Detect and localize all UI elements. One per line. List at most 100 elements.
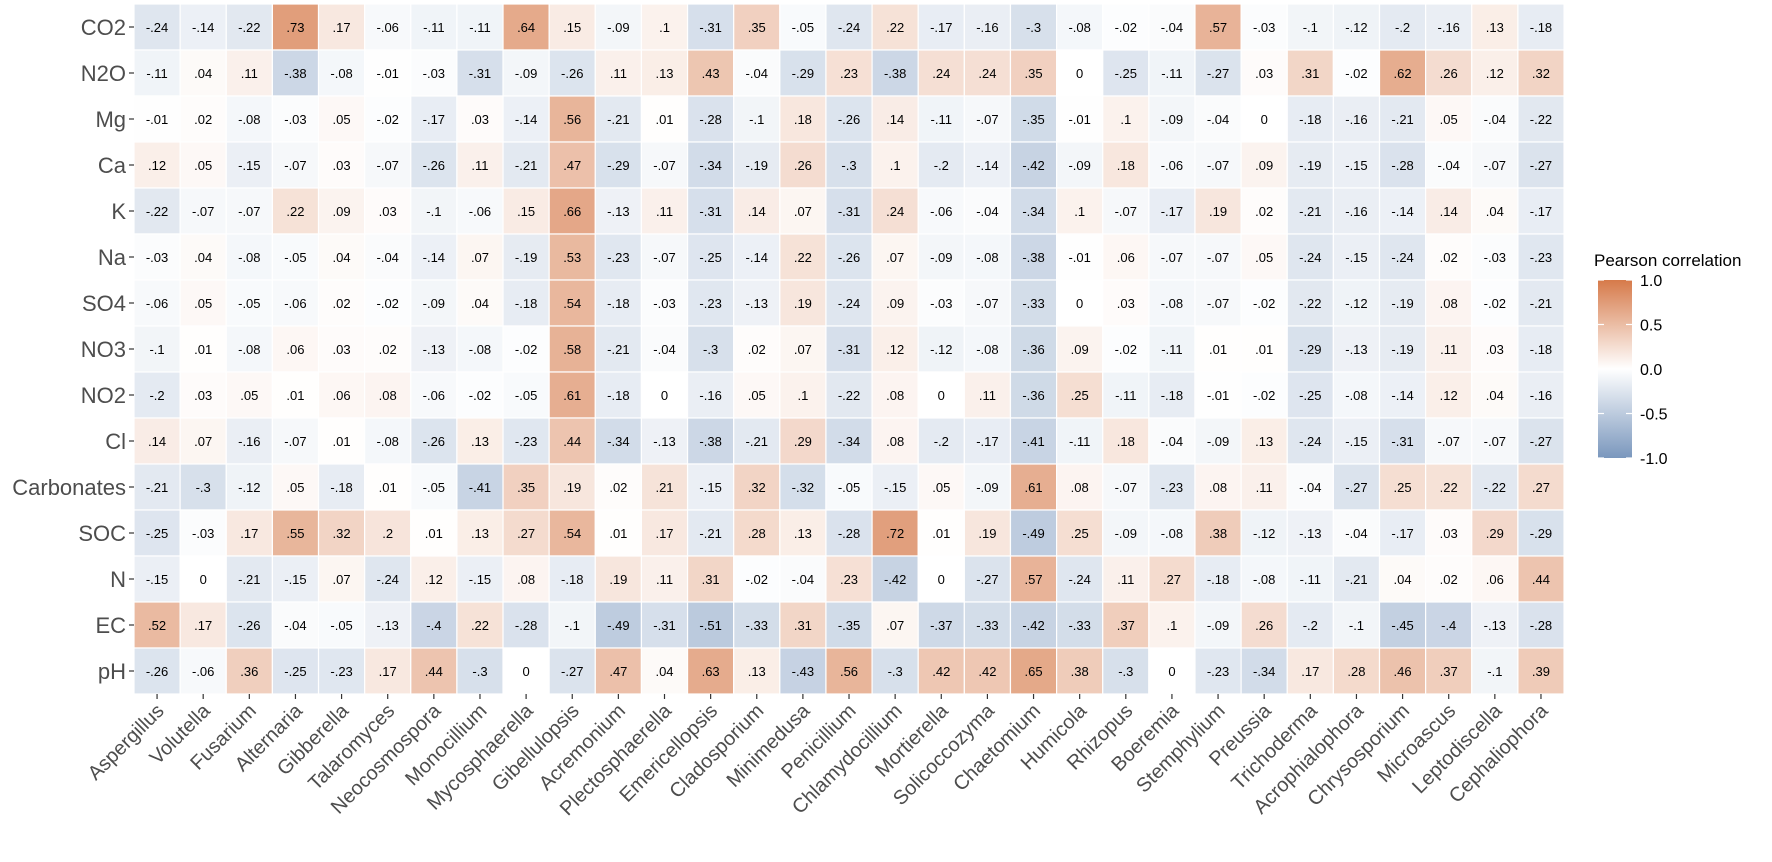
heatmap-cell bbox=[594, 279, 643, 327]
cell-value-label: -.33 bbox=[1022, 296, 1044, 311]
cell-value-label: -.16 bbox=[976, 20, 998, 35]
cell-value-label: -.07 bbox=[653, 250, 675, 265]
cell-value-label: -.17 bbox=[1530, 204, 1552, 219]
cell-value-label: .11 bbox=[979, 388, 996, 403]
cell-value-label: .44 bbox=[425, 664, 443, 679]
cell-value-label: -.19 bbox=[1391, 296, 1413, 311]
cell-value-label: .19 bbox=[609, 572, 627, 587]
cell-value-label: -.16 bbox=[1345, 112, 1367, 127]
heatmap-cell bbox=[1194, 463, 1242, 511]
heatmap-cell bbox=[733, 371, 781, 419]
cell-value-label: -.29 bbox=[1299, 342, 1321, 357]
cell-value-label: -.18 bbox=[1530, 342, 1552, 357]
heatmap-cell bbox=[410, 601, 458, 649]
cell-value-label: -.18 bbox=[1207, 572, 1229, 587]
cell-value-label: .01 bbox=[286, 388, 304, 403]
heatmap-cell bbox=[963, 325, 1012, 373]
row-label: Ca bbox=[98, 153, 127, 178]
heatmap-cell bbox=[179, 233, 227, 281]
cell-value-label: .07 bbox=[333, 572, 351, 587]
heatmap-cell bbox=[1332, 279, 1381, 327]
heatmap-cell bbox=[825, 463, 873, 511]
heatmap-cell bbox=[410, 463, 458, 511]
cell-value-label: -.3 bbox=[888, 664, 903, 679]
cell-value-label: .02 bbox=[333, 296, 351, 311]
heatmap-cell bbox=[1471, 49, 1519, 97]
cell-value-label: .13 bbox=[471, 526, 489, 541]
cell-value-label: -.34 bbox=[1022, 204, 1044, 219]
cell-value-label: -.07 bbox=[284, 434, 306, 449]
heatmap-cell bbox=[1286, 555, 1334, 603]
heatmap-cell bbox=[733, 187, 781, 235]
cell-value-label: -.11 bbox=[423, 20, 444, 35]
cell-value-label: -.18 bbox=[607, 388, 629, 403]
heatmap-cell bbox=[1517, 371, 1565, 419]
cell-value-label: .14 bbox=[886, 112, 904, 127]
cell-value-label: .25 bbox=[1394, 480, 1412, 495]
heatmap-cell bbox=[1102, 141, 1150, 189]
cell-value-label: -.18 bbox=[561, 572, 583, 587]
cell-value-label: -.21 bbox=[746, 434, 768, 449]
heatmap-cell bbox=[825, 233, 873, 281]
cell-value-label: -.38 bbox=[284, 66, 306, 81]
cell-value-label: -.21 bbox=[607, 342, 629, 357]
heatmap-cell bbox=[1102, 509, 1150, 557]
cell-value-label: -.04 bbox=[1438, 158, 1460, 173]
cell-value-label: .44 bbox=[563, 434, 581, 449]
cell-value-label: -.09 bbox=[1115, 526, 1137, 541]
cell-value-label: .61 bbox=[1025, 480, 1043, 495]
heatmap-cell bbox=[1286, 95, 1334, 143]
heatmap-cell bbox=[733, 233, 781, 281]
cell-value-label: .06 bbox=[1117, 250, 1135, 265]
heatmap-cell bbox=[179, 325, 227, 373]
cell-value-label: -.03 bbox=[653, 296, 675, 311]
heatmap-cell bbox=[1332, 601, 1381, 649]
heatmap-cell bbox=[825, 49, 873, 97]
legend-tick-label: -0.5 bbox=[1640, 407, 1668, 424]
cell-value-label: -.21 bbox=[238, 572, 260, 587]
heatmap-cell bbox=[271, 187, 320, 235]
cell-value-label: -.08 bbox=[330, 66, 352, 81]
heatmap-cell bbox=[917, 509, 965, 557]
cell-value-label: -.25 bbox=[1299, 388, 1321, 403]
cell-value-label: -.02 bbox=[1115, 20, 1137, 35]
cell-value-label: -.27 bbox=[1530, 434, 1552, 449]
cell-value-label: -.07 bbox=[653, 158, 675, 173]
cell-value-label: .12 bbox=[1486, 66, 1504, 81]
heatmap-cell bbox=[594, 325, 643, 373]
cell-value-label: .05 bbox=[286, 480, 304, 495]
heatmap-cell bbox=[1055, 187, 1104, 235]
cell-value-label: -.21 bbox=[1345, 572, 1367, 587]
cell-value-label: .03 bbox=[333, 158, 351, 173]
cell-value-label: .54 bbox=[563, 296, 581, 311]
cell-value-label: -.01 bbox=[377, 66, 399, 81]
cell-value-label: -.31 bbox=[469, 66, 491, 81]
heatmap-cell bbox=[963, 141, 1012, 189]
cell-value-label: .05 bbox=[333, 112, 351, 127]
cell-value-label: -.18 bbox=[1161, 388, 1183, 403]
cell-value-label: -.14 bbox=[515, 112, 537, 127]
cell-value-label: -.34 bbox=[607, 434, 629, 449]
heatmap-cell bbox=[1332, 187, 1381, 235]
cell-value-label: -.11 bbox=[1115, 388, 1136, 403]
cell-value-label: .53 bbox=[563, 250, 581, 265]
cell-value-label: -.1 bbox=[749, 112, 764, 127]
cell-value-label: -.11 bbox=[931, 112, 952, 127]
cell-value-label: .27 bbox=[1532, 480, 1550, 495]
cell-value-label: -.18 bbox=[515, 296, 537, 311]
cell-value-label: .06 bbox=[333, 388, 351, 403]
cell-value-label: -.15 bbox=[1345, 434, 1367, 449]
heatmap-cell bbox=[1055, 463, 1104, 511]
cell-value-label: .05 bbox=[932, 480, 950, 495]
heatmap-cell bbox=[410, 555, 458, 603]
cell-value-label: -.12 bbox=[1345, 296, 1367, 311]
heatmap-cell bbox=[1240, 601, 1288, 649]
heatmap-cell bbox=[1378, 3, 1427, 51]
cell-value-label: .03 bbox=[1255, 66, 1273, 81]
heatmap-cell bbox=[871, 233, 919, 281]
cell-value-label: -.16 bbox=[699, 388, 721, 403]
cell-value-label: -.02 bbox=[377, 112, 399, 127]
cell-value-label: -.23 bbox=[515, 434, 537, 449]
cell-value-label: -.02 bbox=[746, 572, 768, 587]
cell-value-label: -.01 bbox=[1068, 112, 1090, 127]
